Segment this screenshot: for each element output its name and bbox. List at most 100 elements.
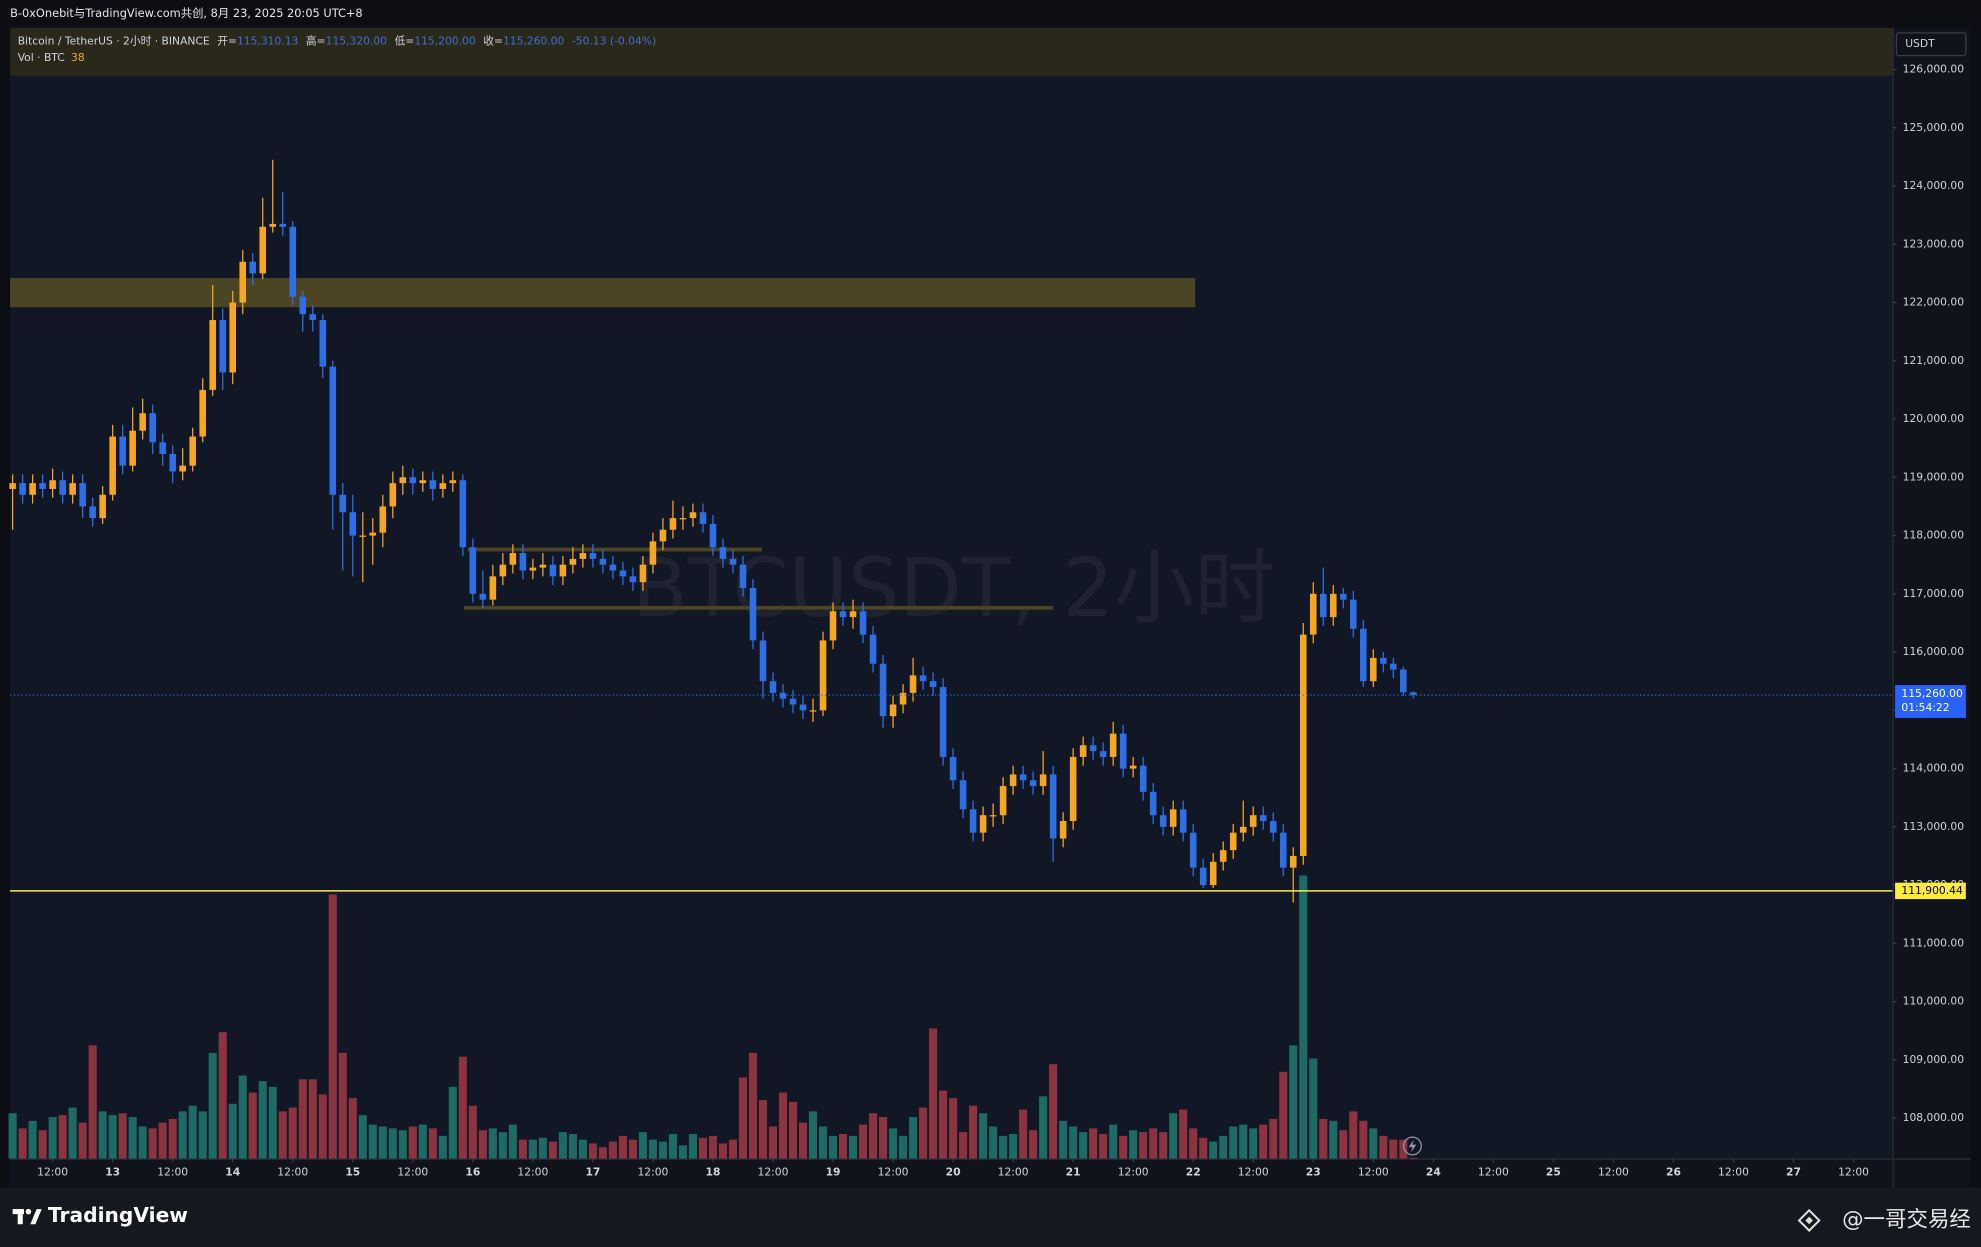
volume-bar (448, 1086, 457, 1159)
volume-bar (1269, 1118, 1278, 1159)
candle-body (1390, 663, 1397, 670)
candle-body (1109, 733, 1117, 757)
volume-bar (418, 1124, 427, 1159)
volume-bar (999, 1135, 1008, 1159)
candle-body (759, 640, 767, 682)
volume-bar (718, 1143, 728, 1159)
candle-body (629, 576, 637, 583)
volume-bar (788, 1101, 798, 1159)
volume-bar (258, 1081, 267, 1159)
volume-bar (1059, 1120, 1068, 1159)
candle-body (439, 483, 447, 489)
candle-body (919, 675, 927, 682)
volume-bar (438, 1135, 447, 1159)
legend-value: 115,200.00 (414, 35, 476, 48)
candle-body (1169, 809, 1177, 827)
candle-body (1400, 669, 1407, 693)
candle-body (889, 704, 897, 717)
volume-bar (558, 1132, 567, 1159)
x-tick-label: 12:00 (637, 1165, 668, 1178)
candle-body (1039, 774, 1047, 787)
candle-body (569, 558, 577, 565)
volume-bar (1359, 1120, 1368, 1159)
volume-bar (598, 1147, 607, 1159)
candle-body (1229, 832, 1237, 851)
replay-icon[interactable] (1402, 1136, 1422, 1156)
volume-bar (1069, 1126, 1078, 1159)
volume-bar (728, 1139, 738, 1159)
volume-bar (1279, 1071, 1288, 1159)
candle-body (1119, 733, 1127, 769)
volume-bar (1249, 1128, 1258, 1159)
candle-body (959, 780, 967, 810)
volume-bar (1029, 1130, 1038, 1159)
candle-body (519, 553, 527, 571)
currency-box[interactable] (1895, 32, 1967, 57)
volume-bar (989, 1126, 998, 1159)
candle-body (79, 483, 86, 507)
volume-bar (48, 1117, 57, 1159)
y-tick-label: 122,000.00 (1903, 296, 1965, 309)
volume-bar (708, 1135, 718, 1159)
candle-body (239, 261, 247, 303)
volume-bar (889, 1128, 898, 1159)
volume-bar (808, 1111, 818, 1159)
x-tick-label: 12:00 (1838, 1165, 1869, 1178)
candle-body (599, 558, 607, 565)
x-tick-label: 12:00 (1118, 1165, 1149, 1178)
brand: TradingView (48, 1203, 188, 1227)
level (467, 547, 762, 552)
legend: Bitcoin / TetherUS · 2小时 · BINANCE 开=115,… (18, 35, 656, 48)
volume-bar (1179, 1109, 1188, 1159)
price-axis (1892, 27, 1971, 1188)
candle-body (1159, 815, 1167, 827)
chart-pane (10, 27, 1893, 1159)
volume-bar (518, 1139, 527, 1159)
volume-bar (1239, 1124, 1248, 1159)
x-tick-label: 21 (1066, 1165, 1081, 1178)
legend-label: 高= (306, 35, 326, 48)
candle-body (1129, 765, 1137, 769)
volume-bar (1409, 1157, 1418, 1159)
candle-body (419, 480, 427, 484)
candle-body (129, 430, 136, 466)
volume-bar (428, 1128, 437, 1159)
candle-body (189, 436, 196, 466)
x-tick-label: 12:00 (157, 1165, 188, 1178)
volume-bar (638, 1132, 647, 1159)
legend-value: 115,320.00 (326, 35, 388, 48)
y-tick-label: 125,000.00 (1903, 121, 1965, 134)
volume-bar (118, 1113, 127, 1159)
volume-bar (1389, 1139, 1398, 1159)
candle-body (1339, 593, 1347, 600)
volume-bar (8, 1113, 17, 1159)
legend-symbol: Bitcoin / TetherUS · 2小时 · BINANCE (18, 35, 210, 48)
last-price-label: 115,260.00 (1901, 687, 1963, 700)
candle-body (359, 535, 367, 537)
volume-bar (1089, 1128, 1098, 1159)
candle-body (429, 480, 437, 489)
candle-body (1350, 599, 1357, 629)
legend-label: 低= (395, 35, 415, 48)
candle-body (1219, 850, 1227, 862)
candle-body (589, 553, 597, 559)
candle-body (219, 320, 226, 373)
candle-body (1209, 861, 1217, 886)
x-tick-label: 12:00 (1238, 1165, 1269, 1178)
volume-bar (198, 1111, 207, 1159)
x-tick-label: 27 (1786, 1165, 1801, 1178)
x-tick-label: 12:00 (1598, 1165, 1629, 1178)
y-tick-label: 124,000.00 (1903, 179, 1965, 192)
candle-body (469, 547, 477, 594)
candle-body (729, 558, 737, 565)
candle-body (739, 564, 747, 588)
candle-body (809, 710, 817, 712)
candle-body (339, 494, 347, 513)
candle-body (1179, 809, 1187, 833)
x-tick-label: 12:00 (397, 1165, 428, 1178)
candle-body (1079, 745, 1087, 757)
volume-bar (838, 1134, 848, 1159)
candle-body (1099, 751, 1107, 757)
x-tick-label: 23 (1306, 1165, 1321, 1178)
x-tick-label: 20 (946, 1165, 961, 1178)
